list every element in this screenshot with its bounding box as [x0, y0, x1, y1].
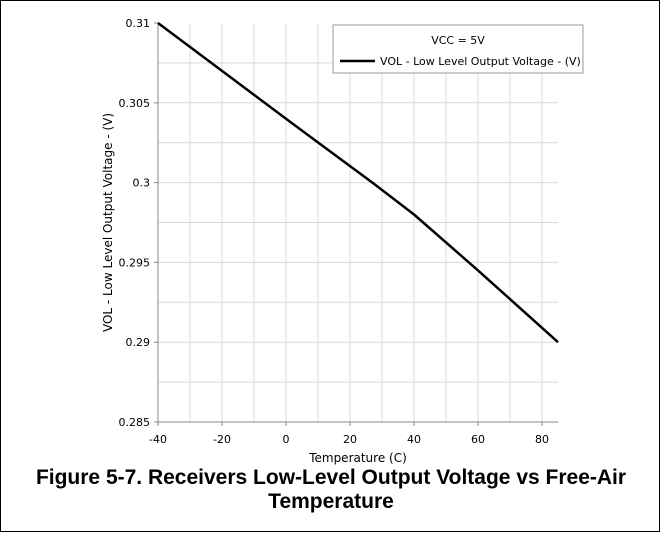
x-axis-label: Temperature (C)	[308, 451, 407, 465]
legend-series-label: VOL - Low Level Output Voltage - (V)	[380, 55, 581, 68]
grid	[158, 23, 558, 422]
y-tick-label: 0.29	[126, 336, 151, 349]
figure-caption: Figure 5-7. Receivers Low-Level Output V…	[35, 466, 627, 513]
y-tick-label: 0.31	[126, 17, 151, 30]
series-line	[157, 21, 559, 344]
chart: -40 -20 0 20 40 60 80 0.285 0.29 0.295 0.3 0.305 0.3…	[101, 17, 584, 465]
x-tick-label: 40	[407, 433, 421, 446]
x-tick-label: 60	[471, 433, 485, 446]
axes: -40 -20 0 20 40 60 80 0.285 0.29 0.295 0.3 0.305 0.3…	[119, 17, 558, 446]
legend-title: VCC = 5V	[431, 34, 485, 47]
y-tick-label: 0.295	[119, 256, 151, 269]
x-tick-label: -40	[149, 433, 167, 446]
legend-box	[332, 24, 584, 74]
x-tick-label: 20	[343, 433, 357, 446]
x-tick-label: -20	[213, 433, 231, 446]
y-axis-label: VOL - Low Level Output Voltage - (V)	[101, 113, 115, 332]
x-tick-label: 0	[283, 433, 290, 446]
x-tick-label: 80	[535, 433, 549, 446]
legend: VCC = 5V VOL - Low Level Output Voltage …	[332, 24, 584, 74]
series-layer	[157, 21, 559, 344]
y-tick-label: 0.3	[133, 177, 151, 190]
y-tick-label: 0.305	[119, 97, 151, 110]
y-tick-label: 0.285	[119, 416, 151, 429]
